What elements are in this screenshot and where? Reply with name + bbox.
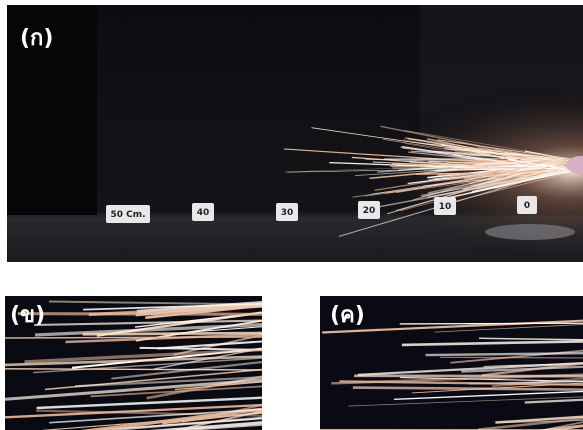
marker-label: 20 — [363, 206, 376, 216]
spark — [18, 314, 262, 315]
photo-a — [7, 5, 583, 262]
marker-label: 0 — [524, 201, 530, 211]
marker-label: 40 — [197, 208, 210, 218]
marker-label: 30 — [281, 208, 294, 218]
marker-label: 50 Cm. — [110, 210, 145, 220]
base-plate — [485, 224, 575, 240]
spark — [83, 333, 262, 334]
panel-label: (ค) — [330, 303, 365, 328]
panel-label: (ก) — [20, 26, 53, 51]
marker-label: 10 — [439, 202, 452, 212]
spark — [400, 323, 583, 324]
spark — [440, 357, 583, 358]
glow — [7, 5, 583, 262]
panel-label: (ข) — [10, 303, 45, 328]
figure: 50 Cm. 40 30 20 10 0 (ก) (ข) (ค) — [0, 0, 583, 430]
